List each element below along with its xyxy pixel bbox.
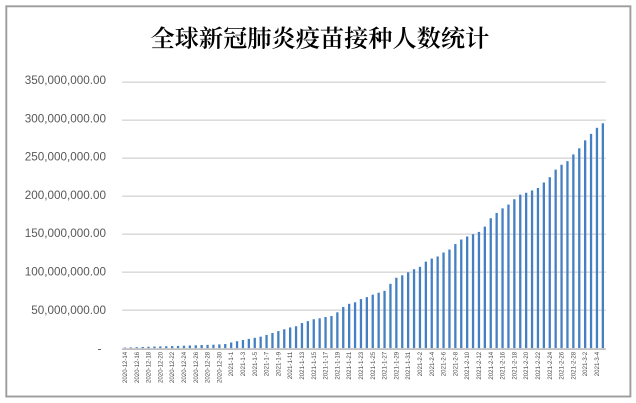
- svg-text:2021-2-22: 2021-2-22: [535, 351, 542, 379]
- svg-text:2020-12-26: 2020-12-26: [193, 351, 200, 383]
- svg-text:2020-12-16: 2020-12-16: [134, 351, 141, 383]
- svg-text:200,000,000.00: 200,000,000.00: [25, 189, 107, 202]
- svg-text:2021-3-4: 2021-3-4: [594, 351, 601, 376]
- svg-text:2021-1-13: 2021-1-13: [299, 351, 306, 379]
- svg-text:2020-12-30: 2020-12-30: [216, 351, 223, 383]
- svg-text:2021-1-17: 2021-1-17: [323, 351, 330, 379]
- svg-text:2021-3-2: 2021-3-2: [582, 351, 589, 376]
- svg-text:2021-2-18: 2021-2-18: [511, 351, 518, 379]
- svg-text:-: -: [97, 342, 101, 355]
- svg-text:2021-2-4: 2021-2-4: [429, 351, 436, 376]
- svg-text:250,000,000.00: 250,000,000.00: [25, 151, 107, 164]
- svg-text:2021-1-19: 2021-1-19: [334, 351, 341, 379]
- svg-text:2021-1-31: 2021-1-31: [405, 351, 412, 379]
- svg-text:2021-2-10: 2021-2-10: [464, 351, 471, 379]
- svg-text:50,000,000.00: 50,000,000.00: [31, 304, 106, 317]
- svg-text:2021-1-3: 2021-1-3: [240, 351, 247, 376]
- svg-text:2021-1-21: 2021-1-21: [346, 351, 353, 379]
- svg-text:2021-1-29: 2021-1-29: [393, 351, 400, 379]
- svg-text:100,000,000.00: 100,000,000.00: [25, 266, 107, 279]
- svg-text:2021-1-7: 2021-1-7: [264, 351, 271, 376]
- svg-text:2020-12-18: 2020-12-18: [146, 351, 153, 383]
- svg-text:2021-2-16: 2021-2-16: [500, 351, 507, 379]
- svg-text:350,000,000.00: 350,000,000.00: [25, 74, 107, 87]
- svg-text:2021-2-6: 2021-2-6: [441, 351, 448, 376]
- svg-text:2021-1-15: 2021-1-15: [311, 351, 318, 379]
- svg-text:2020-12-28: 2020-12-28: [205, 351, 212, 383]
- svg-text:2021-1-11: 2021-1-11: [287, 351, 294, 379]
- svg-text:300,000,000.00: 300,000,000.00: [25, 112, 107, 125]
- svg-text:2021-2-24: 2021-2-24: [547, 351, 554, 379]
- svg-text:2021-2-2: 2021-2-2: [417, 351, 424, 376]
- svg-text:2021-1-25: 2021-1-25: [370, 351, 377, 379]
- svg-text:2021-1-5: 2021-1-5: [252, 351, 259, 376]
- svg-text:2020-12-22: 2020-12-22: [169, 351, 176, 383]
- svg-text:2021-2-8: 2021-2-8: [452, 351, 459, 376]
- svg-text:2021-2-20: 2021-2-20: [523, 351, 530, 379]
- svg-text:2020-12-14: 2020-12-14: [122, 351, 129, 383]
- svg-text:2021-2-12: 2021-2-12: [476, 351, 483, 379]
- svg-text:2021-1-1: 2021-1-1: [228, 351, 235, 376]
- svg-text:2021-1-9: 2021-1-9: [275, 351, 282, 376]
- svg-text:2021-2-28: 2021-2-28: [570, 351, 577, 379]
- svg-text:2020-12-24: 2020-12-24: [181, 351, 188, 383]
- svg-text:2020-12-20: 2020-12-20: [157, 351, 164, 383]
- svg-text:150,000,000.00: 150,000,000.00: [25, 227, 107, 240]
- svg-text:2021-2-14: 2021-2-14: [488, 351, 495, 379]
- svg-text:2021-2-26: 2021-2-26: [559, 351, 566, 379]
- svg-text:2021-1-23: 2021-1-23: [358, 351, 365, 379]
- svg-text:2021-1-27: 2021-1-27: [382, 351, 389, 379]
